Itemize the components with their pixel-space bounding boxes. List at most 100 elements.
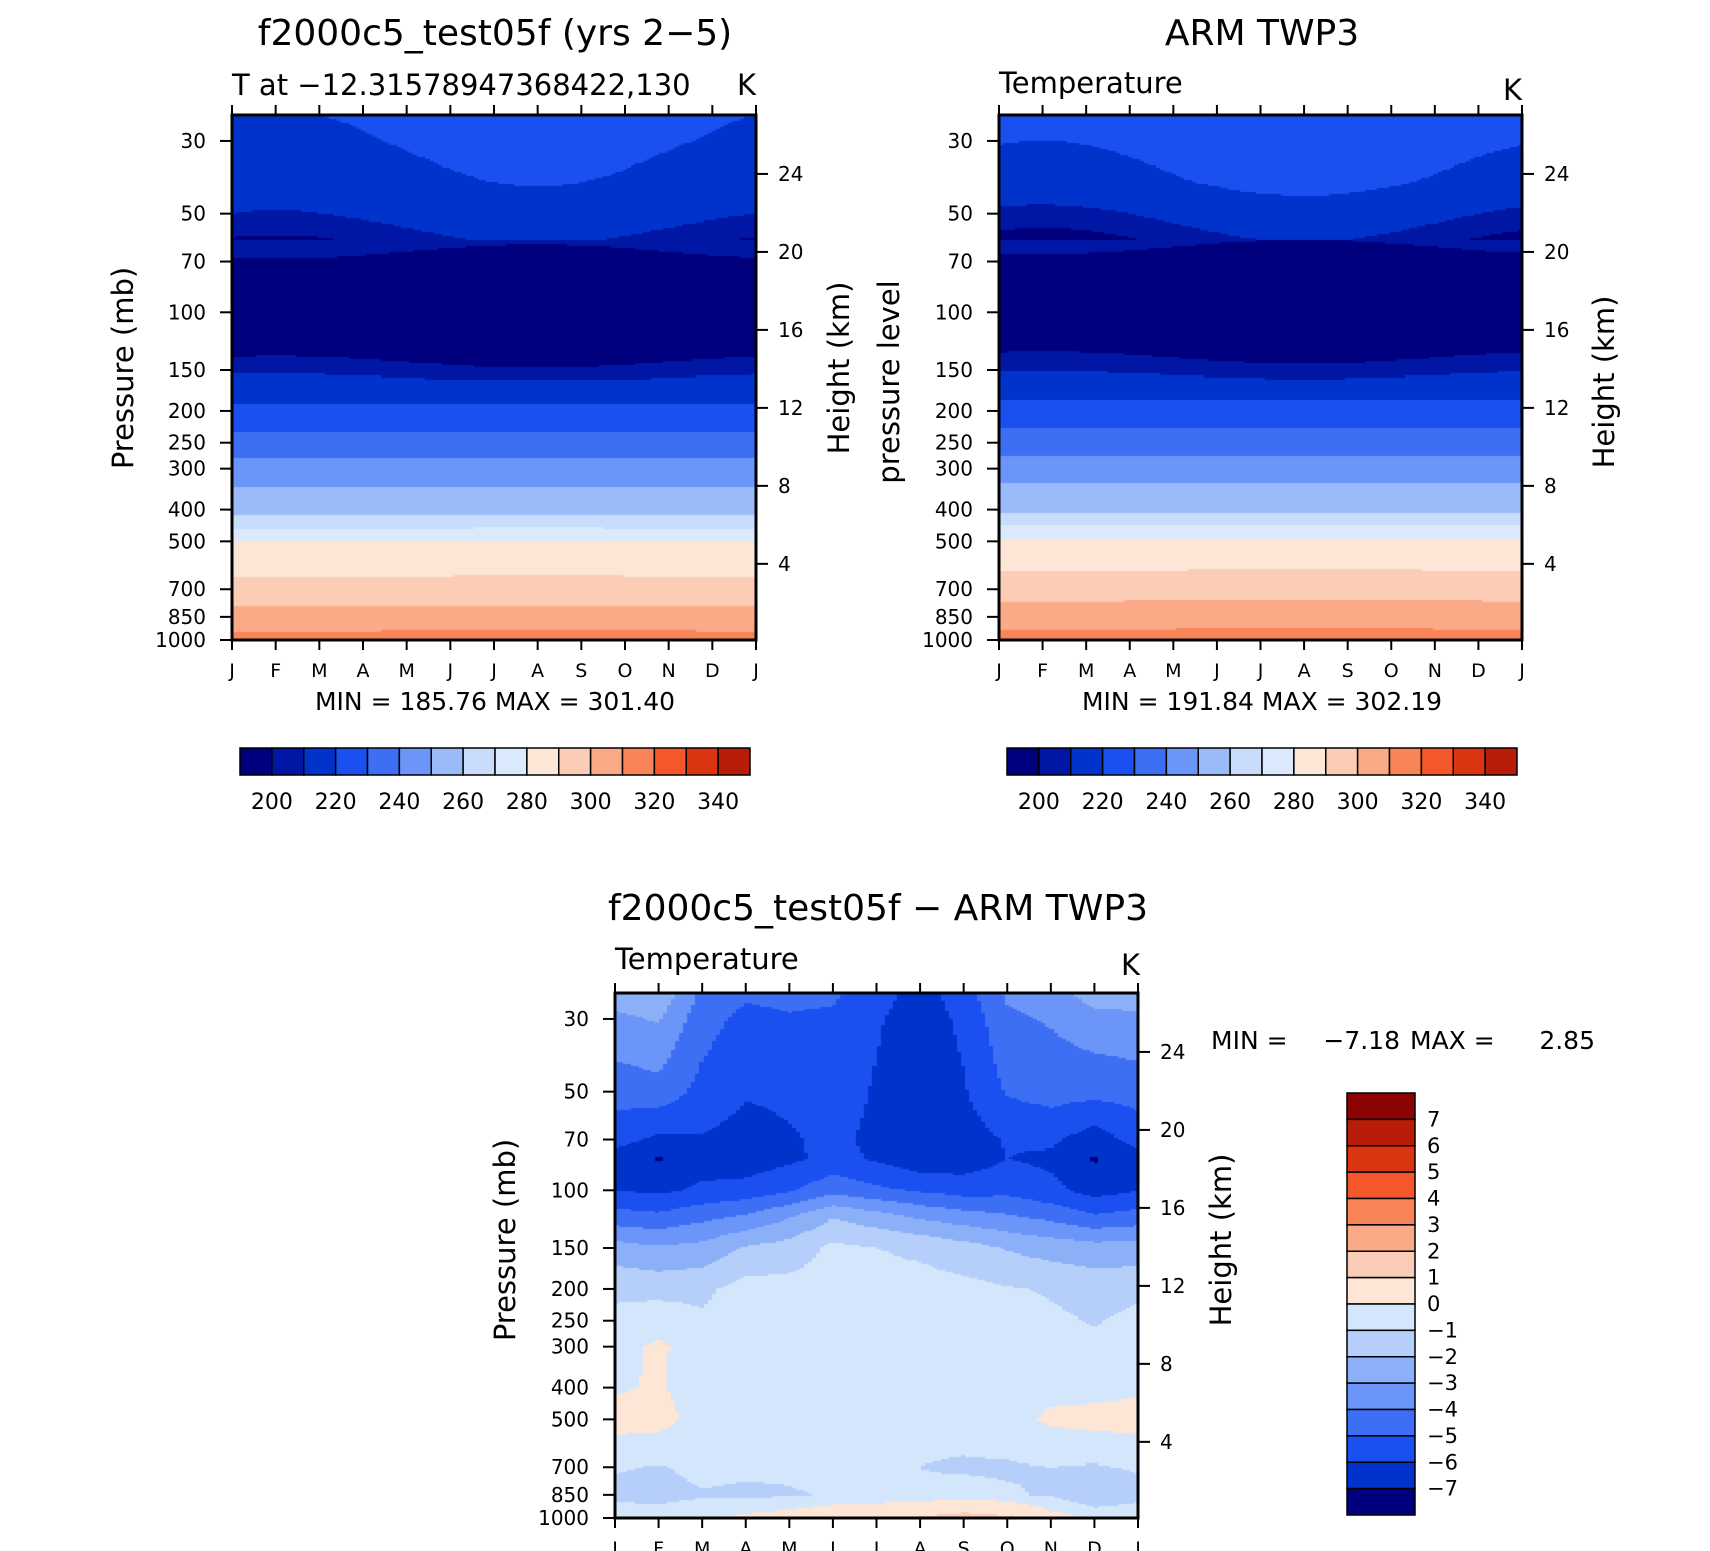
max-label-text: MAX = <box>1410 1026 1495 1055</box>
colorbar-box <box>1165 747 1199 776</box>
colorbar-label: 2 <box>1427 1239 1440 1263</box>
colorbar-box <box>1420 747 1454 776</box>
y-right-tick-label: 4 <box>778 552 791 576</box>
x-tick-label: A <box>1123 660 1136 682</box>
colorbar-label: 0 <box>1427 1292 1440 1316</box>
y-right-tick-label: 8 <box>778 474 791 498</box>
x-tick-label: O <box>1000 1538 1015 1551</box>
colorbar-label: 1 <box>1427 1266 1440 1290</box>
y-tick-label: 850 <box>168 605 206 629</box>
colorbar-box <box>1346 1250 1416 1279</box>
y-axis-right-label: Height (km) <box>1204 1154 1238 1327</box>
x-tick-label: J <box>873 1538 880 1551</box>
colorbar-box <box>366 747 401 776</box>
colorbar-label: 6 <box>1427 1134 1440 1158</box>
contour-fill <box>232 115 756 640</box>
colorbar-box <box>1356 747 1391 776</box>
min-max-label: MIN = 185.76 MAX = 301.40 <box>315 687 675 716</box>
y-right-tick-label: 20 <box>1160 1118 1185 1142</box>
x-tick-label: N <box>1044 1538 1058 1551</box>
colorbar-box <box>1346 1171 1416 1200</box>
x-tick-label: F <box>653 1538 664 1551</box>
y-tick-label: 200 <box>551 1277 589 1301</box>
y-right-tick-label: 4 <box>1160 1430 1173 1454</box>
y-tick-label: 400 <box>168 498 206 522</box>
x-tick-label: O <box>618 660 633 682</box>
colorbar-box <box>1229 747 1263 776</box>
y-tick-label: 70 <box>948 250 973 274</box>
y-right-tick-label: 16 <box>778 318 803 342</box>
y-tick-label: 1000 <box>538 1506 589 1530</box>
colorbar-box <box>1101 747 1136 776</box>
panel-subtitle-units: K <box>1121 948 1141 982</box>
colorbar-label: 200 <box>251 790 293 815</box>
panel-model-temperature: f2000c5_test05f (yrs 2−5) T at −12.31578… <box>106 13 856 815</box>
y-axis-right-label: Height (km) <box>1587 296 1621 469</box>
y-right-tick-label: 24 <box>1544 162 1569 186</box>
colorbar-label: −7 <box>1427 1477 1458 1501</box>
colorbar-box <box>1346 1408 1416 1437</box>
colorbar-box <box>1325 747 1359 776</box>
y-tick-label: 150 <box>935 358 973 382</box>
y-tick-label: 500 <box>935 529 973 553</box>
colorbar-box <box>621 747 656 776</box>
y-tick-label: 100 <box>551 1178 589 1202</box>
y-tick-label: 70 <box>181 250 206 274</box>
x-tick-label: N <box>1428 660 1442 682</box>
y-right-tick-label: 8 <box>1160 1352 1173 1376</box>
y-tick-label: 250 <box>551 1309 589 1333</box>
panel-subtitle-left: T at −12.31578947368422,130 <box>231 68 691 102</box>
panel-title: f2000c5_test05f − ARM TWP3 <box>608 888 1148 929</box>
colorbar-box <box>1346 1356 1416 1384</box>
max-value: 2.85 <box>1539 1026 1595 1055</box>
colorbar-label: 260 <box>442 790 484 815</box>
y-right-tick-label: 16 <box>1544 318 1569 342</box>
colorbar-label: 280 <box>1273 790 1315 815</box>
colorbar-label: 240 <box>1145 790 1187 815</box>
colorbar-box <box>1346 1461 1416 1490</box>
x-tick-label: F <box>1037 660 1048 682</box>
panel-subtitle-units: K <box>737 68 757 102</box>
y-right-tick-label: 12 <box>1544 396 1569 420</box>
y-tick-label: 300 <box>551 1335 589 1359</box>
colorbar: 200 220 240 260 280 300 320 340 <box>239 747 751 815</box>
colorbar-box <box>1388 747 1423 776</box>
colorbar-box <box>334 747 369 776</box>
x-tick-label: J <box>1213 660 1220 682</box>
y-right-tick-label: 20 <box>778 240 803 264</box>
colorbar-box <box>271 747 305 776</box>
y-right-tick-label: 8 <box>1544 474 1557 498</box>
y-tick-label: 50 <box>564 1080 589 1104</box>
x-tick-label: J <box>1257 660 1264 682</box>
colorbar-box <box>1346 1487 1416 1516</box>
y-tick-label: 500 <box>168 529 206 553</box>
y-tick-label: 700 <box>168 577 206 601</box>
colorbar-label: 320 <box>1400 790 1442 815</box>
y-tick-label: 850 <box>935 605 973 629</box>
y-right-tick-label: 12 <box>778 396 803 420</box>
x-tick-label: D <box>705 660 720 682</box>
colorbar: 7 65 432 10−1 −2−3 −4−5−6 −7 <box>1346 1092 1458 1516</box>
colorbar-label: −4 <box>1427 1398 1458 1422</box>
y-right-tick-label: 4 <box>1544 552 1557 576</box>
colorbar-box <box>303 747 337 776</box>
colorbar-label: −3 <box>1427 1371 1458 1395</box>
colorbar-box <box>589 747 624 776</box>
y-tick-label: 100 <box>935 300 973 324</box>
x-tick-label: J <box>1518 660 1525 682</box>
x-tick-label: A <box>914 1538 927 1551</box>
colorbar-label: 300 <box>570 790 612 815</box>
y-tick-label: 30 <box>564 1007 589 1031</box>
colorbar-box <box>685 747 719 776</box>
x-tick-label: J <box>611 1538 618 1551</box>
colorbar-box <box>717 747 751 776</box>
colorbar-box <box>1197 747 1231 776</box>
x-tick-label: N <box>662 660 676 682</box>
y-right-tick-label: 20 <box>1544 240 1569 264</box>
x-tick-label: M <box>1078 660 1094 682</box>
panel-title: f2000c5_test05f (yrs 2−5) <box>258 13 732 54</box>
colorbar-label: 4 <box>1427 1187 1440 1211</box>
colorbar-box <box>462 747 496 776</box>
